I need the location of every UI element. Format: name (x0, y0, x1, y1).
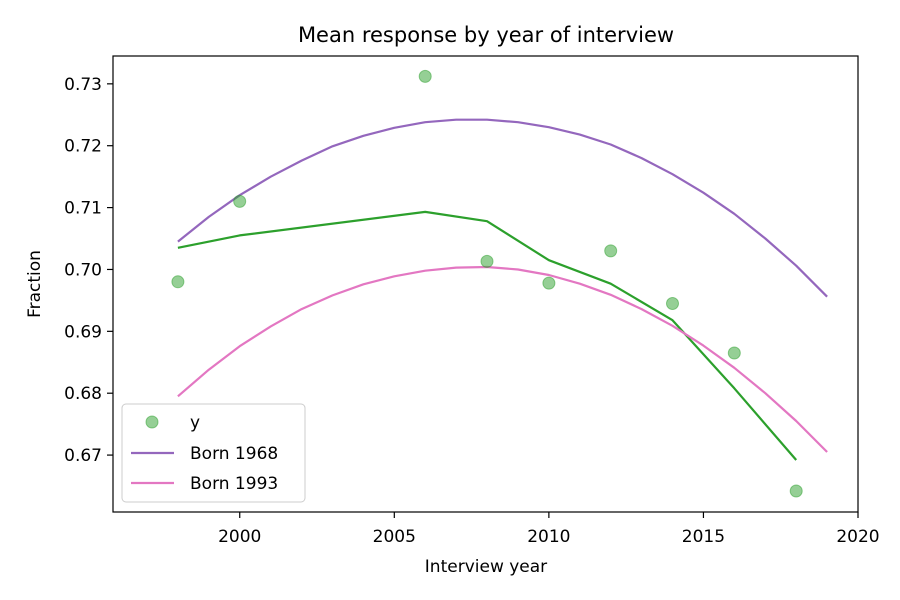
scatter-point (233, 194, 247, 208)
legend-label: y (190, 413, 200, 433)
y-axis: 0.67 0.68 0.69 0.70 0.71 0.72 0.73 (64, 75, 113, 466)
legend-label: Born 1968 (190, 444, 278, 464)
series-line-born-1993 (177, 265, 828, 453)
legend: y Born 1968 Born 1993 (121, 403, 306, 503)
legend-box (121, 403, 306, 503)
y-tick-label: 0.69 (64, 322, 102, 342)
legend-marker (145, 415, 159, 429)
chart-title: Mean response by year of interview (298, 23, 674, 47)
legend-label: Born 1993 (190, 474, 278, 494)
y-tick-label: 0.71 (64, 199, 102, 219)
y-tick-label: 0.68 (64, 384, 102, 404)
scatter-point (480, 254, 494, 268)
scatter-point (789, 484, 803, 498)
scatter-point (542, 276, 556, 290)
plot-frame (112, 55, 859, 513)
y-axis-label: Fraction (25, 250, 45, 318)
x-tick-label: 2005 (373, 527, 416, 547)
x-axis: 2000 2005 2010 2015 2020 (218, 512, 880, 547)
scatter-point (727, 346, 741, 360)
scatter-point (604, 244, 618, 258)
series-line-0 (177, 210, 798, 461)
scatter-point (666, 297, 679, 310)
y-tick-label: 0.67 (64, 446, 102, 466)
plot-area (171, 69, 828, 498)
x-tick-label: 2010 (527, 527, 570, 547)
x-tick-label: 2020 (836, 527, 879, 547)
scatter-point (171, 275, 185, 289)
y-tick-label: 0.72 (64, 137, 102, 157)
series-line-born-1968 (177, 118, 828, 298)
y-tick-label: 0.70 (64, 260, 102, 280)
y-tick-label: 0.73 (64, 75, 102, 95)
x-axis-label: Interview year (425, 557, 547, 577)
scatter-point (418, 69, 432, 83)
x-tick-label: 2000 (218, 527, 261, 547)
x-tick-label: 2015 (682, 527, 725, 547)
